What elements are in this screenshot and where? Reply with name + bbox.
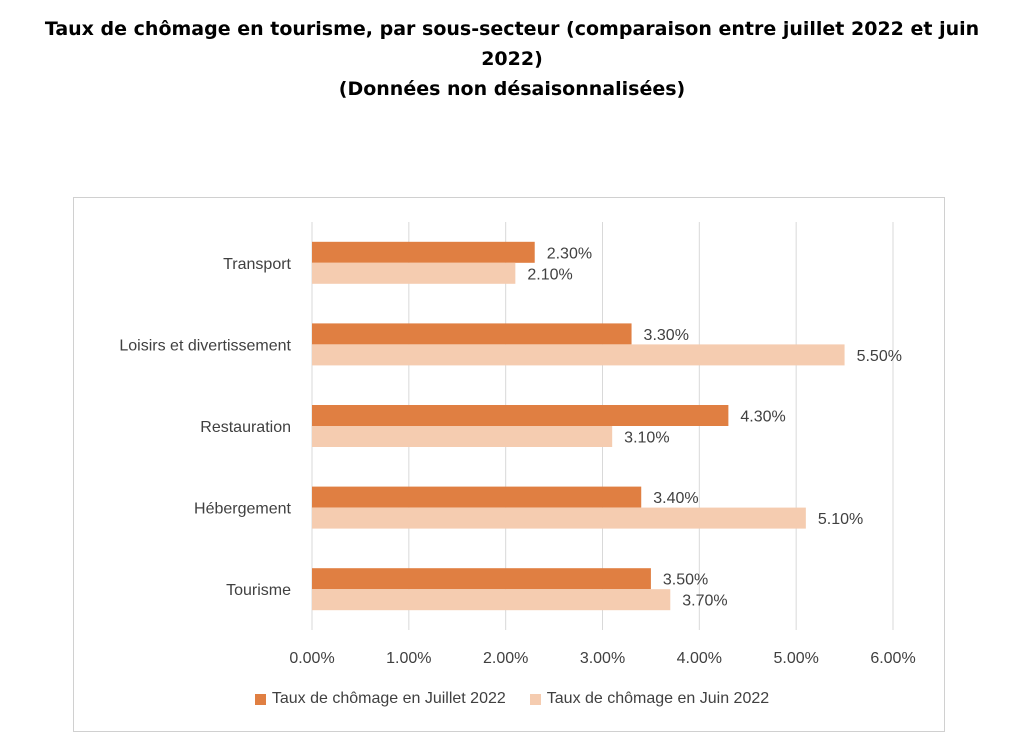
data-label: 5.10%	[818, 511, 863, 528]
data-label: 3.70%	[682, 593, 727, 610]
data-label: 3.30%	[644, 327, 689, 344]
legend-swatch-june	[529, 693, 541, 705]
bar-june	[312, 344, 845, 366]
x-tick-label: 6.00%	[870, 650, 915, 667]
data-label: 2.30%	[547, 245, 592, 262]
chart-title: Taux de chômage en tourisme, par sous-se…	[0, 14, 1024, 104]
data-label: 3.50%	[663, 572, 708, 589]
category-label: Restauration	[200, 419, 291, 436]
bar-july	[312, 323, 632, 345]
bar-june	[312, 426, 613, 447]
x-tick-label: 4.00%	[677, 650, 722, 667]
bar-june	[312, 589, 671, 611]
bar-june	[312, 262, 516, 284]
bar-july	[312, 405, 729, 426]
category-label: Transport	[223, 256, 291, 273]
legend-swatch-july	[254, 693, 266, 705]
data-label: 3.40%	[653, 490, 698, 507]
x-tick-label: 5.00%	[773, 650, 818, 667]
x-tick-label: 2.00%	[483, 650, 528, 667]
data-label: 5.50%	[857, 348, 902, 365]
bar-july	[312, 486, 642, 508]
x-tick-label: 0.00%	[289, 650, 334, 667]
bar-june	[312, 507, 806, 529]
x-tick-label: 3.00%	[580, 650, 625, 667]
legend-label-june: Taux de chômage en Juin 2022	[546, 690, 770, 707]
category-label: Hébergement	[194, 501, 292, 518]
category-label: Loisirs et divertissement	[119, 337, 291, 354]
legend: Taux de chômage en Juillet 2022 Taux de …	[0, 690, 1024, 708]
chart-subtitle: (Données non désaisonnalisées)	[338, 78, 686, 100]
legend-item-june: Taux de chômage en Juin 2022	[529, 690, 770, 708]
bar-july	[312, 241, 535, 263]
legend-item-july: Taux de chômage en Juillet 2022	[254, 690, 506, 708]
bar-july	[312, 568, 651, 590]
chart-title-line1: Taux de chômage en tourisme, par sous-se…	[44, 18, 980, 70]
data-label: 2.10%	[527, 266, 572, 283]
x-tick-label: 1.00%	[386, 650, 431, 667]
legend-label-july: Taux de chômage en Juillet 2022	[271, 690, 506, 707]
category-label: Tourisme	[226, 582, 291, 599]
chart-frame	[73, 197, 945, 732]
data-label: 3.10%	[624, 430, 669, 447]
data-label: 4.30%	[740, 409, 785, 426]
